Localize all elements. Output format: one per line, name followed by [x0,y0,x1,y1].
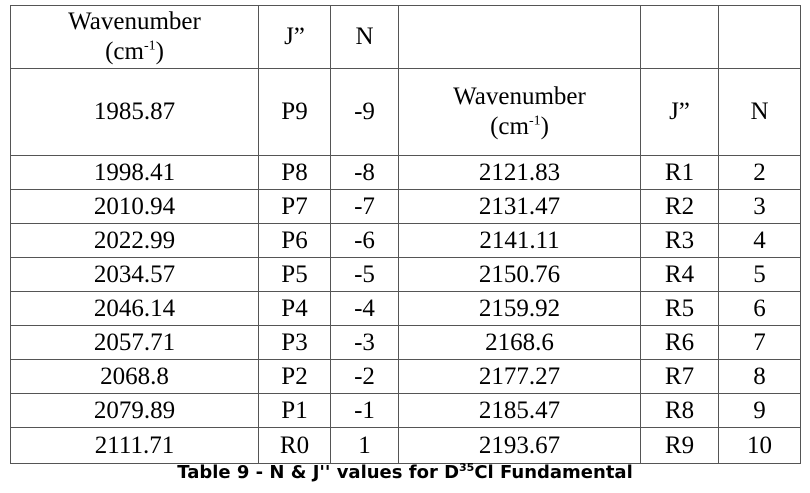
empty-cell [398,5,641,69]
empty-cell [718,5,801,69]
header-unit-sup: -1 [143,38,156,54]
table-cell: 10 [718,427,801,464]
header-unit: ) [540,113,549,140]
table-cell: 2141.11 [398,223,641,258]
table-cell: -9 [330,68,399,156]
table-cell: -6 [330,223,399,258]
table-row: 2057.71 P3 -3 2168.6 R6 7 [10,325,801,360]
table-cell: P3 [258,325,331,360]
table-cell: -3 [330,325,399,360]
table-cell: -7 [330,189,399,224]
table-cell: -8 [330,155,399,190]
table-cell: P7 [258,189,331,224]
table-row: 2046.14 P4 -4 2159.92 R5 6 [10,291,801,326]
table-row: Wavenumber (cm-1) J” N [10,5,801,69]
table-cell: 3 [718,189,801,224]
table-cell: 6 [718,291,801,326]
header-cell: Wavenumber (cm-1) [10,5,259,69]
table-cell: R5 [640,291,719,326]
header-cell: N [718,68,801,156]
table-cell: 2185.47 [398,393,641,428]
table-cell: 2057.71 [10,325,259,360]
table-cell: P1 [258,393,331,428]
table-cell: 2150.76 [398,257,641,292]
table-cell: 2131.47 [398,189,641,224]
table-row: 2022.99 P6 -6 2141.11 R3 4 [10,223,801,258]
table-cell: 2177.27 [398,359,641,394]
header-cell: Wavenumber (cm-1) [398,68,641,156]
header-unit: (cm [490,113,529,140]
table-cell: R4 [640,257,719,292]
header-title: Wavenumber [453,83,586,110]
table-cell: 9 [718,393,801,428]
table-cell: 4 [718,223,801,258]
table-cell: 2111.71 [10,427,259,464]
table-cell: 2121.83 [398,155,641,190]
caption: Table 9 - N & J'' values for D35Cl Funda… [0,462,810,483]
caption-text: Table 9 - N & J'' values for D [177,462,460,483]
table-cell: 2 [718,155,801,190]
header-title: Wavenumber [68,8,201,35]
table-row: 1985.87 P9 -9 Wavenumber (cm-1) J” N [10,68,801,156]
table-cell: 2046.14 [10,291,259,326]
empty-cell [640,5,719,69]
table-row: 2010.94 P7 -7 2131.47 R2 3 [10,189,801,224]
table-cell: 1985.87 [10,68,259,156]
table-cell: 2193.67 [398,427,641,464]
table-row: 2111.71 R0 1 2193.67 R9 10 [10,427,801,464]
caption-text: Cl Fundamental [474,462,633,483]
table-cell: 2010.94 [10,189,259,224]
header-cell: N [330,5,399,69]
table-cell: -2 [330,359,399,394]
header-unit: ) [155,38,164,65]
table-cell: R0 [258,427,331,464]
table-cell: 2022.99 [10,223,259,258]
table-cell: P9 [258,68,331,156]
table-cell: -4 [330,291,399,326]
table-row: 2068.8 P2 -2 2177.27 R7 8 [10,359,801,394]
header-unit-sup: -1 [528,113,541,129]
table-row: 2079.89 P1 -1 2185.47 R8 9 [10,393,801,428]
data-table: Wavenumber (cm-1) J” N 1985.87 P9 -9 Wavenumber… [10,5,801,464]
table-cell: 2159.92 [398,291,641,326]
header-cell: J” [640,68,719,156]
table-cell: 2068.8 [10,359,259,394]
table-cell: -1 [330,393,399,428]
table-cell: -5 [330,257,399,292]
table-cell: R8 [640,393,719,428]
table-cell: 1 [330,427,399,464]
table-cell: 2034.57 [10,257,259,292]
table-row: 1998.41 P8 -8 2121.83 R1 2 [10,155,801,190]
header-unit: (cm [105,38,144,65]
table-cell: P8 [258,155,331,190]
table-cell: 5 [718,257,801,292]
table-cell: P6 [258,223,331,258]
table-cell: R3 [640,223,719,258]
table-cell: 2079.89 [10,393,259,428]
table-cell: R7 [640,359,719,394]
table-cell: 8 [718,359,801,394]
table-cell: P2 [258,359,331,394]
table-cell: 1998.41 [10,155,259,190]
caption-sup: 35 [459,461,475,474]
table-cell: P5 [258,257,331,292]
table-cell: R2 [640,189,719,224]
table-cell: R9 [640,427,719,464]
table-cell: R1 [640,155,719,190]
table-cell: R6 [640,325,719,360]
table-cell: 2168.6 [398,325,641,360]
table-cell: P4 [258,291,331,326]
table-row: 2034.57 P5 -5 2150.76 R4 5 [10,257,801,292]
header-cell: J” [258,5,331,69]
table-cell: 7 [718,325,801,360]
